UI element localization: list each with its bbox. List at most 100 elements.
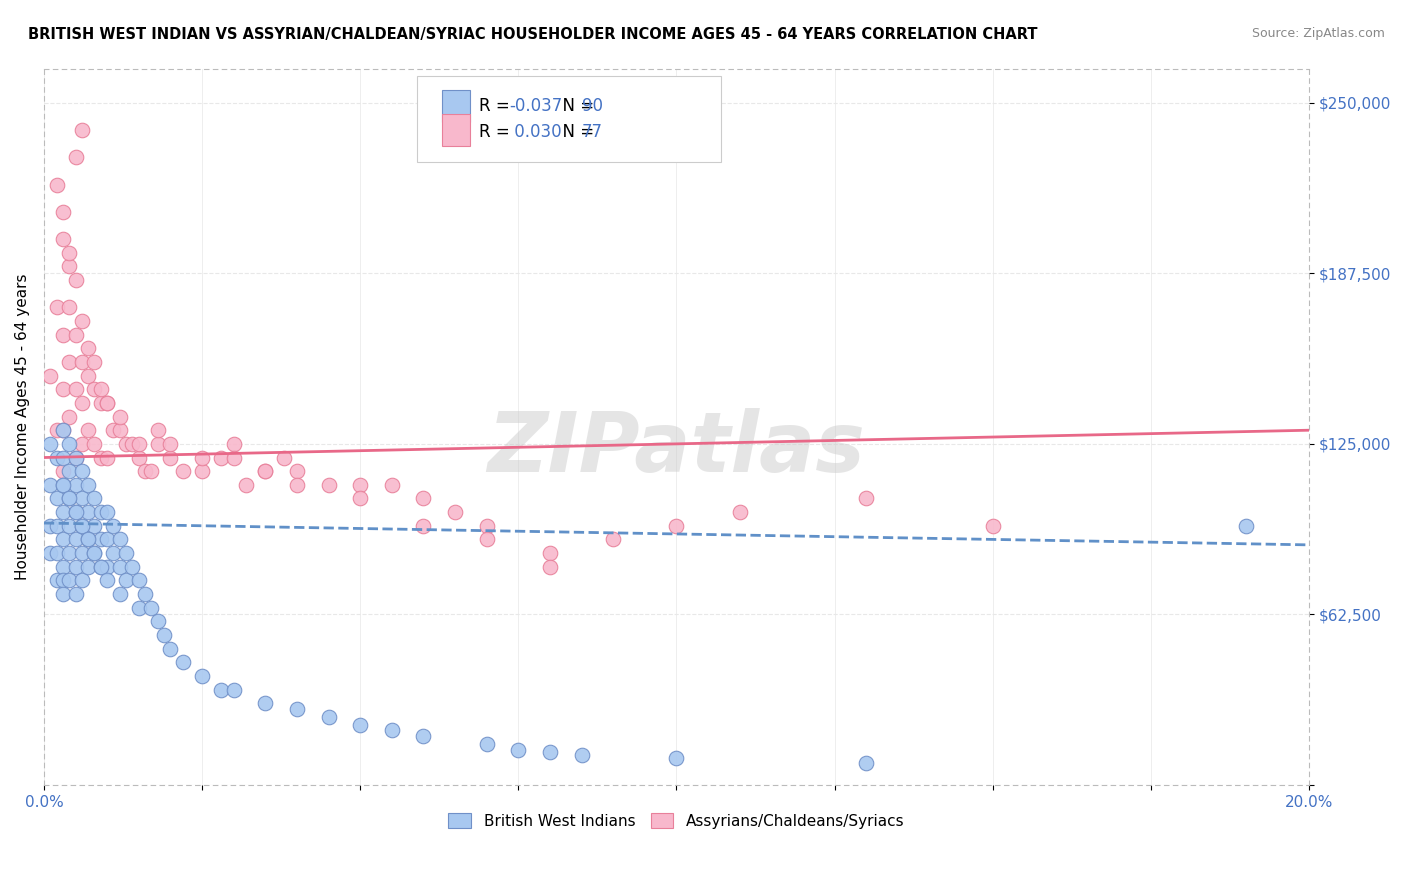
Point — [70, 546, 93, 560]
Point — [172, 464, 194, 478]
Point — [146, 423, 169, 437]
Point — [538, 546, 561, 560]
Point — [83, 546, 105, 560]
Point — [65, 505, 87, 519]
Point — [172, 655, 194, 669]
Point — [58, 301, 80, 315]
Point — [70, 437, 93, 451]
Point — [70, 355, 93, 369]
Point — [65, 559, 87, 574]
Text: Source: ZipAtlas.com: Source: ZipAtlas.com — [1251, 27, 1385, 40]
Point — [285, 464, 308, 478]
Point — [96, 450, 118, 465]
Point — [45, 178, 67, 192]
Point — [254, 696, 277, 710]
Point — [58, 245, 80, 260]
Point — [538, 559, 561, 574]
Point — [412, 518, 434, 533]
Point — [571, 747, 593, 762]
Point — [108, 409, 131, 424]
Text: R =: R = — [479, 122, 515, 141]
Point — [254, 464, 277, 478]
Point — [191, 669, 214, 683]
Point — [90, 382, 112, 396]
Point — [39, 437, 62, 451]
Point — [70, 123, 93, 137]
Point — [52, 423, 75, 437]
Point — [83, 518, 105, 533]
Point — [153, 628, 176, 642]
Point — [58, 355, 80, 369]
Point — [65, 450, 87, 465]
Point — [349, 718, 371, 732]
Point — [52, 464, 75, 478]
Point — [65, 273, 87, 287]
Point — [52, 533, 75, 547]
Point — [855, 491, 877, 506]
Point — [90, 505, 112, 519]
Text: ZIPatlas: ZIPatlas — [488, 408, 865, 489]
Point — [96, 533, 118, 547]
Text: 0.030: 0.030 — [509, 122, 562, 141]
Point — [412, 491, 434, 506]
Text: 77: 77 — [582, 122, 603, 141]
Point — [52, 505, 75, 519]
FancyBboxPatch shape — [443, 90, 470, 122]
Text: -0.037: -0.037 — [509, 96, 562, 115]
Point — [45, 491, 67, 506]
Point — [65, 382, 87, 396]
Point — [128, 574, 150, 588]
Point — [103, 518, 125, 533]
Point — [65, 587, 87, 601]
Point — [58, 518, 80, 533]
Point — [52, 423, 75, 437]
Point — [508, 742, 530, 756]
Legend: British West Indians, Assyrians/Chaldeans/Syriacs: British West Indians, Assyrians/Chaldean… — [443, 806, 911, 835]
Point — [108, 559, 131, 574]
Point — [349, 478, 371, 492]
Point — [52, 587, 75, 601]
Point — [665, 751, 688, 765]
Point — [77, 505, 100, 519]
Point — [318, 710, 340, 724]
Point — [159, 450, 181, 465]
Point — [146, 615, 169, 629]
Point — [83, 491, 105, 506]
Point — [96, 559, 118, 574]
Point — [146, 437, 169, 451]
Point — [65, 450, 87, 465]
Point — [134, 464, 156, 478]
FancyBboxPatch shape — [443, 113, 470, 146]
Point — [141, 464, 163, 478]
Point — [45, 546, 67, 560]
Point — [981, 518, 1004, 533]
Y-axis label: Householder Income Ages 45 - 64 years: Householder Income Ages 45 - 64 years — [15, 274, 30, 580]
FancyBboxPatch shape — [418, 76, 721, 161]
Point — [159, 641, 181, 656]
Point — [45, 450, 67, 465]
Point — [381, 723, 404, 738]
Point — [70, 396, 93, 410]
Point — [444, 505, 467, 519]
Point — [90, 559, 112, 574]
Point — [65, 533, 87, 547]
Point — [103, 423, 125, 437]
Text: BRITISH WEST INDIAN VS ASSYRIAN/CHALDEAN/SYRIAC HOUSEHOLDER INCOME AGES 45 - 64 : BRITISH WEST INDIAN VS ASSYRIAN/CHALDEAN… — [28, 27, 1038, 42]
Point — [475, 533, 498, 547]
Point — [77, 423, 100, 437]
Point — [538, 745, 561, 759]
Point — [52, 204, 75, 219]
Point — [96, 505, 118, 519]
Point — [70, 518, 93, 533]
Point — [222, 450, 245, 465]
Point — [108, 587, 131, 601]
Point — [58, 260, 80, 274]
Point — [209, 682, 232, 697]
Point — [52, 327, 75, 342]
Point — [58, 437, 80, 451]
Point — [52, 478, 75, 492]
Point — [141, 600, 163, 615]
Point — [855, 756, 877, 771]
Point — [45, 518, 67, 533]
Point — [45, 423, 67, 437]
